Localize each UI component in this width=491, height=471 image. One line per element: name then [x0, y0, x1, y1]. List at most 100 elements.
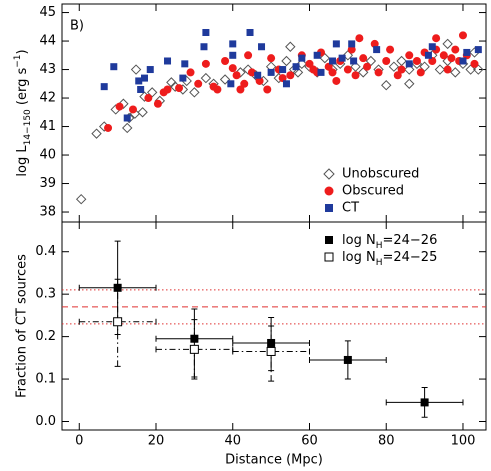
marker: [296, 58, 308, 70]
marker: [113, 317, 123, 327]
label-part: =24−25: [382, 250, 437, 265]
marker: [201, 59, 210, 68]
y-tick-label: 0.1: [35, 372, 56, 387]
marker: [202, 28, 210, 36]
x-tick-label: 20: [148, 434, 165, 449]
marker: [329, 57, 337, 65]
marker: [240, 79, 249, 88]
marker: [122, 122, 133, 134]
marker: [348, 40, 356, 48]
marker: [104, 123, 113, 132]
marker: [227, 80, 235, 88]
marker: [100, 83, 108, 91]
marker: [363, 62, 372, 71]
plot-frame: [61, 221, 487, 431]
marker: [424, 51, 432, 59]
y-tick-label: 40: [39, 148, 56, 163]
marker: [163, 85, 172, 94]
label-part: ): [15, 49, 30, 54]
marker: [146, 66, 154, 74]
marker: [115, 102, 124, 111]
marker: [332, 40, 340, 48]
marker: [350, 57, 358, 65]
marker: [282, 80, 290, 88]
marker: [244, 51, 253, 60]
marker: [267, 68, 275, 76]
marker: [118, 98, 129, 109]
y-tick-label: 41: [39, 119, 56, 134]
marker: [474, 46, 482, 54]
marker: [179, 74, 187, 82]
x-axis-label: Distance (Mpc): [225, 453, 323, 468]
label-part: =24−26: [382, 233, 437, 248]
marker: [332, 76, 341, 85]
y-tick-label: 44: [39, 34, 56, 49]
legend-label: log NH=24−25: [342, 250, 437, 268]
marker: [75, 193, 87, 205]
marker: [450, 67, 461, 78]
label-part: log N: [342, 250, 376, 265]
marker: [396, 55, 407, 67]
marker: [338, 54, 346, 62]
y-tick-label: 0.2: [35, 329, 56, 344]
marker: [405, 60, 413, 68]
marker: [200, 72, 212, 84]
y-axis-label: log L14−150 (erg s−1): [13, 49, 33, 176]
marker: [123, 114, 131, 122]
marker: [219, 74, 231, 85]
marker: [447, 54, 456, 63]
marker: [373, 46, 381, 54]
marker: [442, 38, 453, 50]
x-error-bar: [232, 348, 310, 355]
label-part: log N: [342, 233, 376, 248]
marker: [393, 71, 402, 80]
plot-frame: [61, 3, 487, 223]
marker: [254, 71, 262, 79]
marker: [463, 48, 471, 56]
panel-label: B): [70, 19, 84, 34]
marker: [110, 63, 118, 71]
marker: [428, 56, 437, 65]
marker: [324, 252, 334, 262]
marker: [397, 65, 406, 74]
marker: [164, 57, 172, 65]
legend-label: log NH=24−26: [342, 233, 437, 251]
x-tick-label: 80: [378, 434, 395, 449]
marker: [420, 398, 429, 407]
marker: [279, 66, 287, 74]
marker: [263, 85, 272, 94]
label-part: log L: [15, 145, 30, 177]
label-part: 14−150: [23, 109, 33, 145]
marker: [343, 65, 352, 74]
label-part: −1: [13, 54, 23, 67]
label-part: H: [376, 241, 383, 251]
marker: [323, 168, 335, 180]
marker: [405, 51, 414, 60]
marker: [351, 71, 360, 80]
marker: [186, 68, 195, 77]
marker: [194, 79, 203, 88]
x-tick-label: 100: [451, 434, 476, 449]
marker: [451, 45, 460, 54]
marker: [465, 64, 476, 75]
x-tick-label: 0: [75, 434, 83, 449]
marker: [443, 65, 452, 74]
y-axis-label: Fraction of CT sources: [15, 254, 30, 398]
marker: [473, 64, 484, 75]
marker: [278, 74, 287, 83]
y-tick-label: 42: [39, 91, 56, 106]
y-tick-label: 0.0: [35, 414, 56, 429]
marker: [325, 236, 333, 244]
marker: [404, 78, 415, 89]
marker: [113, 283, 122, 292]
x-tick-label: 60: [301, 434, 318, 449]
marker: [153, 99, 162, 108]
marker: [324, 62, 333, 71]
marker: [324, 186, 334, 196]
marker: [350, 61, 361, 72]
label-part: H: [376, 258, 383, 268]
marker: [386, 45, 395, 54]
marker: [439, 51, 448, 60]
marker: [267, 338, 276, 347]
marker: [213, 85, 222, 94]
